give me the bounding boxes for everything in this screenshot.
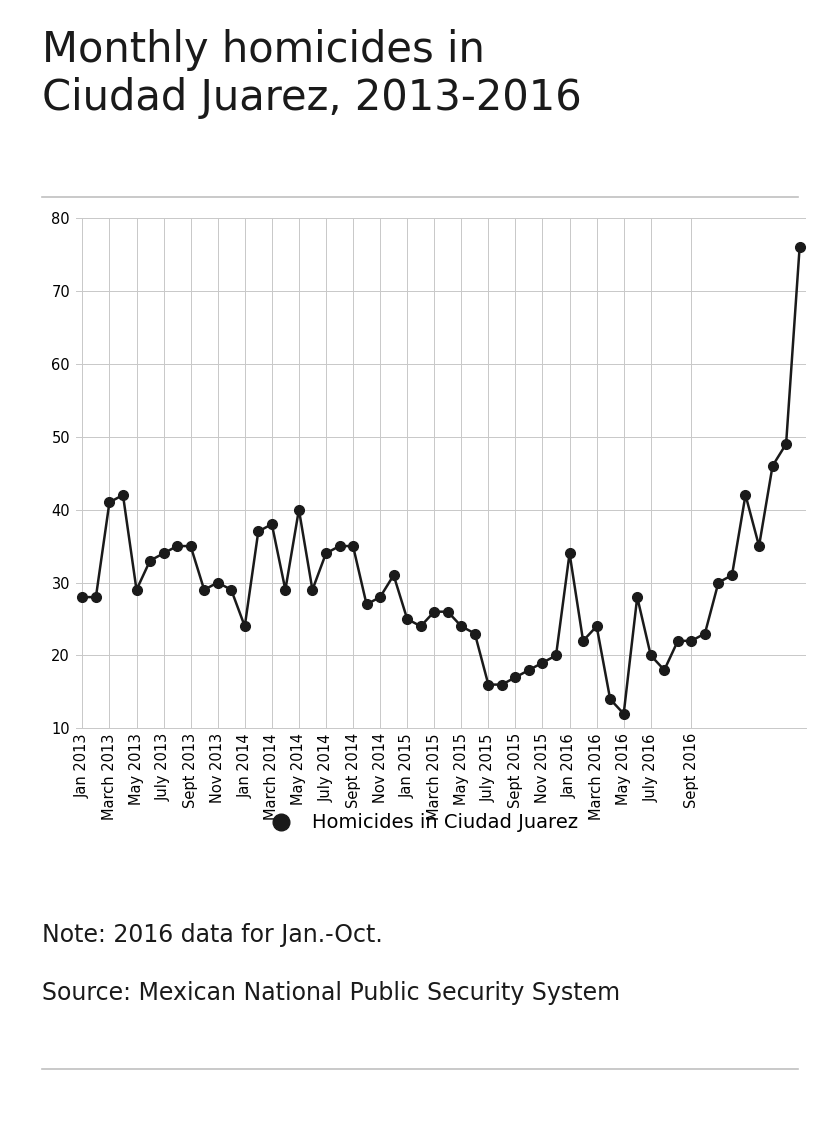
Text: Note: 2016 data for Jan.-Oct.: Note: 2016 data for Jan.-Oct.	[42, 923, 383, 947]
Text: Source: Mexican National Public Security System: Source: Mexican National Public Security…	[42, 981, 620, 1005]
Legend: Homicides in Ciudad Juarez: Homicides in Ciudad Juarez	[254, 805, 586, 841]
Text: Monthly homicides in
Ciudad Juarez, 2013-2016: Monthly homicides in Ciudad Juarez, 2013…	[42, 29, 582, 119]
